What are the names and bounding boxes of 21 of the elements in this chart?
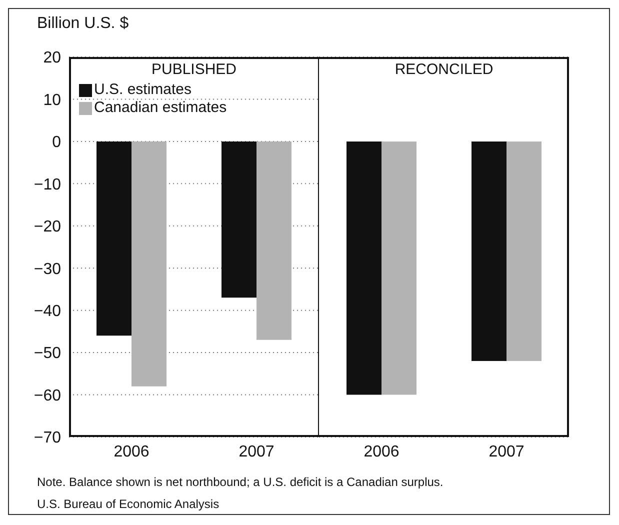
text: U.S. Bureau of Economic Analysis bbox=[37, 497, 220, 511]
y-tick-label: −20 bbox=[34, 218, 62, 236]
x-tick-label: 2006 bbox=[364, 443, 400, 460]
x-tick-label: 2007 bbox=[488, 443, 524, 460]
y-tick-label: −50 bbox=[34, 345, 62, 362]
legend-label: U.S. estimates bbox=[94, 81, 192, 99]
y-tick-label: −40 bbox=[34, 303, 62, 320]
x-tick-label: 2006 bbox=[114, 443, 150, 460]
y-tick-label: −60 bbox=[34, 387, 62, 404]
y-tick-label: 20 bbox=[43, 50, 62, 67]
y-axis-title: Billion U.S. $ bbox=[37, 15, 129, 33]
y-tick-label: 10 bbox=[43, 92, 62, 109]
y-tick-label: 0 bbox=[52, 134, 62, 152]
y-tick-label: −70 bbox=[34, 430, 62, 447]
legend-label: Canadian estimates bbox=[94, 99, 227, 117]
text: Note. Balance shown is net northbound; a U.S. deficit is a Canadian surplus. bbox=[37, 475, 444, 489]
chart-title: PUBLISHED bbox=[150, 61, 238, 78]
y-tick-label: −10 bbox=[34, 176, 62, 194]
chart-title: RECONCILED bbox=[394, 61, 494, 78]
x-tick-label: 2007 bbox=[238, 443, 274, 460]
y-tick-label: −30 bbox=[34, 260, 62, 278]
